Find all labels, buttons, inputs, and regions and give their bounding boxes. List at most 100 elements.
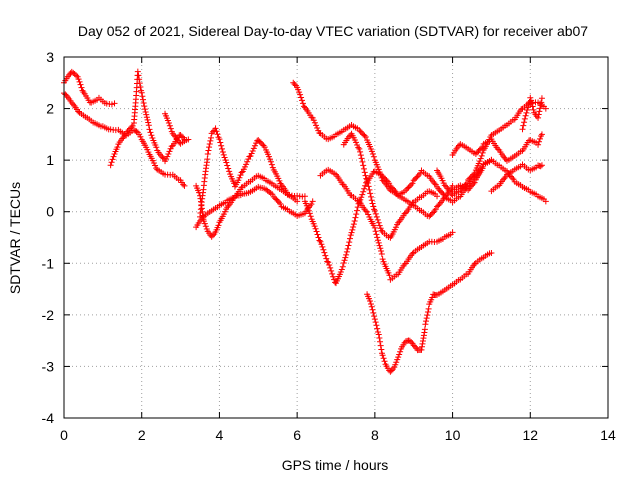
series-track-6 — [197, 125, 301, 220]
data-point — [158, 152, 165, 159]
data-point — [343, 251, 350, 258]
data-point — [353, 207, 360, 214]
data-point — [430, 209, 437, 216]
data-point — [345, 242, 352, 249]
data-point — [307, 213, 314, 220]
data-point — [471, 170, 478, 177]
data-point — [315, 234, 322, 241]
data-point — [538, 95, 545, 102]
data-point — [377, 342, 384, 349]
data-point — [305, 207, 312, 214]
data-point — [360, 188, 367, 195]
data-point — [146, 126, 153, 133]
x-axis-label: GPS time / hours — [282, 457, 389, 473]
data-point — [374, 237, 381, 244]
data-point — [380, 174, 387, 181]
data-point — [401, 260, 408, 267]
series-track-3 — [107, 68, 188, 169]
data-points — [61, 68, 549, 375]
data-point — [361, 132, 368, 139]
data-point — [478, 145, 485, 152]
data-point — [379, 256, 386, 263]
data-point — [310, 117, 317, 124]
data-point — [311, 119, 318, 126]
data-point — [266, 156, 273, 163]
data-point — [362, 172, 369, 179]
data-point — [141, 103, 148, 110]
data-point — [363, 175, 370, 182]
data-point — [346, 235, 353, 242]
data-point — [501, 154, 508, 161]
series-track-16 — [488, 161, 545, 195]
series-track-15 — [449, 131, 545, 164]
data-point — [537, 102, 544, 109]
data-point — [134, 68, 141, 75]
data-point — [524, 104, 531, 111]
data-point — [343, 248, 350, 255]
data-point — [423, 318, 430, 325]
data-point — [140, 99, 147, 106]
data-point — [374, 325, 381, 332]
data-point — [141, 106, 148, 113]
data-point — [272, 195, 279, 202]
data-point — [405, 184, 412, 191]
data-point — [219, 145, 226, 152]
data-point — [268, 161, 275, 168]
data-point — [524, 107, 531, 114]
data-point — [178, 133, 185, 140]
data-point — [208, 233, 215, 240]
x-tick-label: 2 — [138, 427, 146, 443]
data-point — [140, 96, 147, 103]
data-point — [406, 183, 413, 190]
data-point — [379, 352, 386, 359]
data-point — [538, 99, 545, 106]
data-point — [357, 152, 364, 159]
data-point — [291, 81, 298, 88]
data-point — [225, 165, 232, 172]
data-point — [475, 147, 482, 154]
data-point — [367, 297, 373, 304]
data-point — [342, 254, 349, 261]
data-point — [434, 193, 441, 200]
data-point — [388, 184, 395, 191]
y-tick-label: -2 — [42, 307, 55, 323]
data-point — [324, 258, 331, 265]
data-point — [149, 134, 156, 141]
data-point — [331, 276, 338, 283]
data-point — [319, 243, 326, 250]
data-point — [349, 226, 356, 233]
data-point — [470, 171, 477, 178]
data-point — [223, 159, 230, 166]
data-point — [164, 117, 171, 124]
data-point — [206, 140, 213, 147]
data-point — [518, 106, 525, 113]
y-tick-label: 1 — [46, 152, 54, 168]
data-point — [423, 315, 430, 322]
data-point — [346, 239, 353, 246]
data-point — [428, 210, 435, 217]
data-point — [501, 175, 508, 182]
data-point — [367, 193, 374, 200]
data-point — [142, 108, 149, 115]
data-point — [294, 198, 301, 205]
data-point — [350, 221, 357, 228]
series-track-17 — [519, 94, 545, 133]
data-point — [463, 180, 470, 187]
data-point — [449, 229, 456, 236]
data-point — [528, 100, 535, 107]
data-point — [374, 216, 381, 223]
series-track-4 — [162, 110, 192, 147]
data-point — [325, 259, 332, 266]
data-point — [466, 175, 473, 182]
data-point — [313, 122, 320, 129]
data-point — [422, 321, 429, 328]
data-point — [364, 208, 371, 215]
data-point — [387, 368, 394, 375]
data-point — [469, 172, 475, 179]
data-point — [108, 159, 115, 166]
data-point — [143, 111, 150, 118]
data-point — [301, 193, 308, 200]
data-point — [392, 224, 399, 231]
